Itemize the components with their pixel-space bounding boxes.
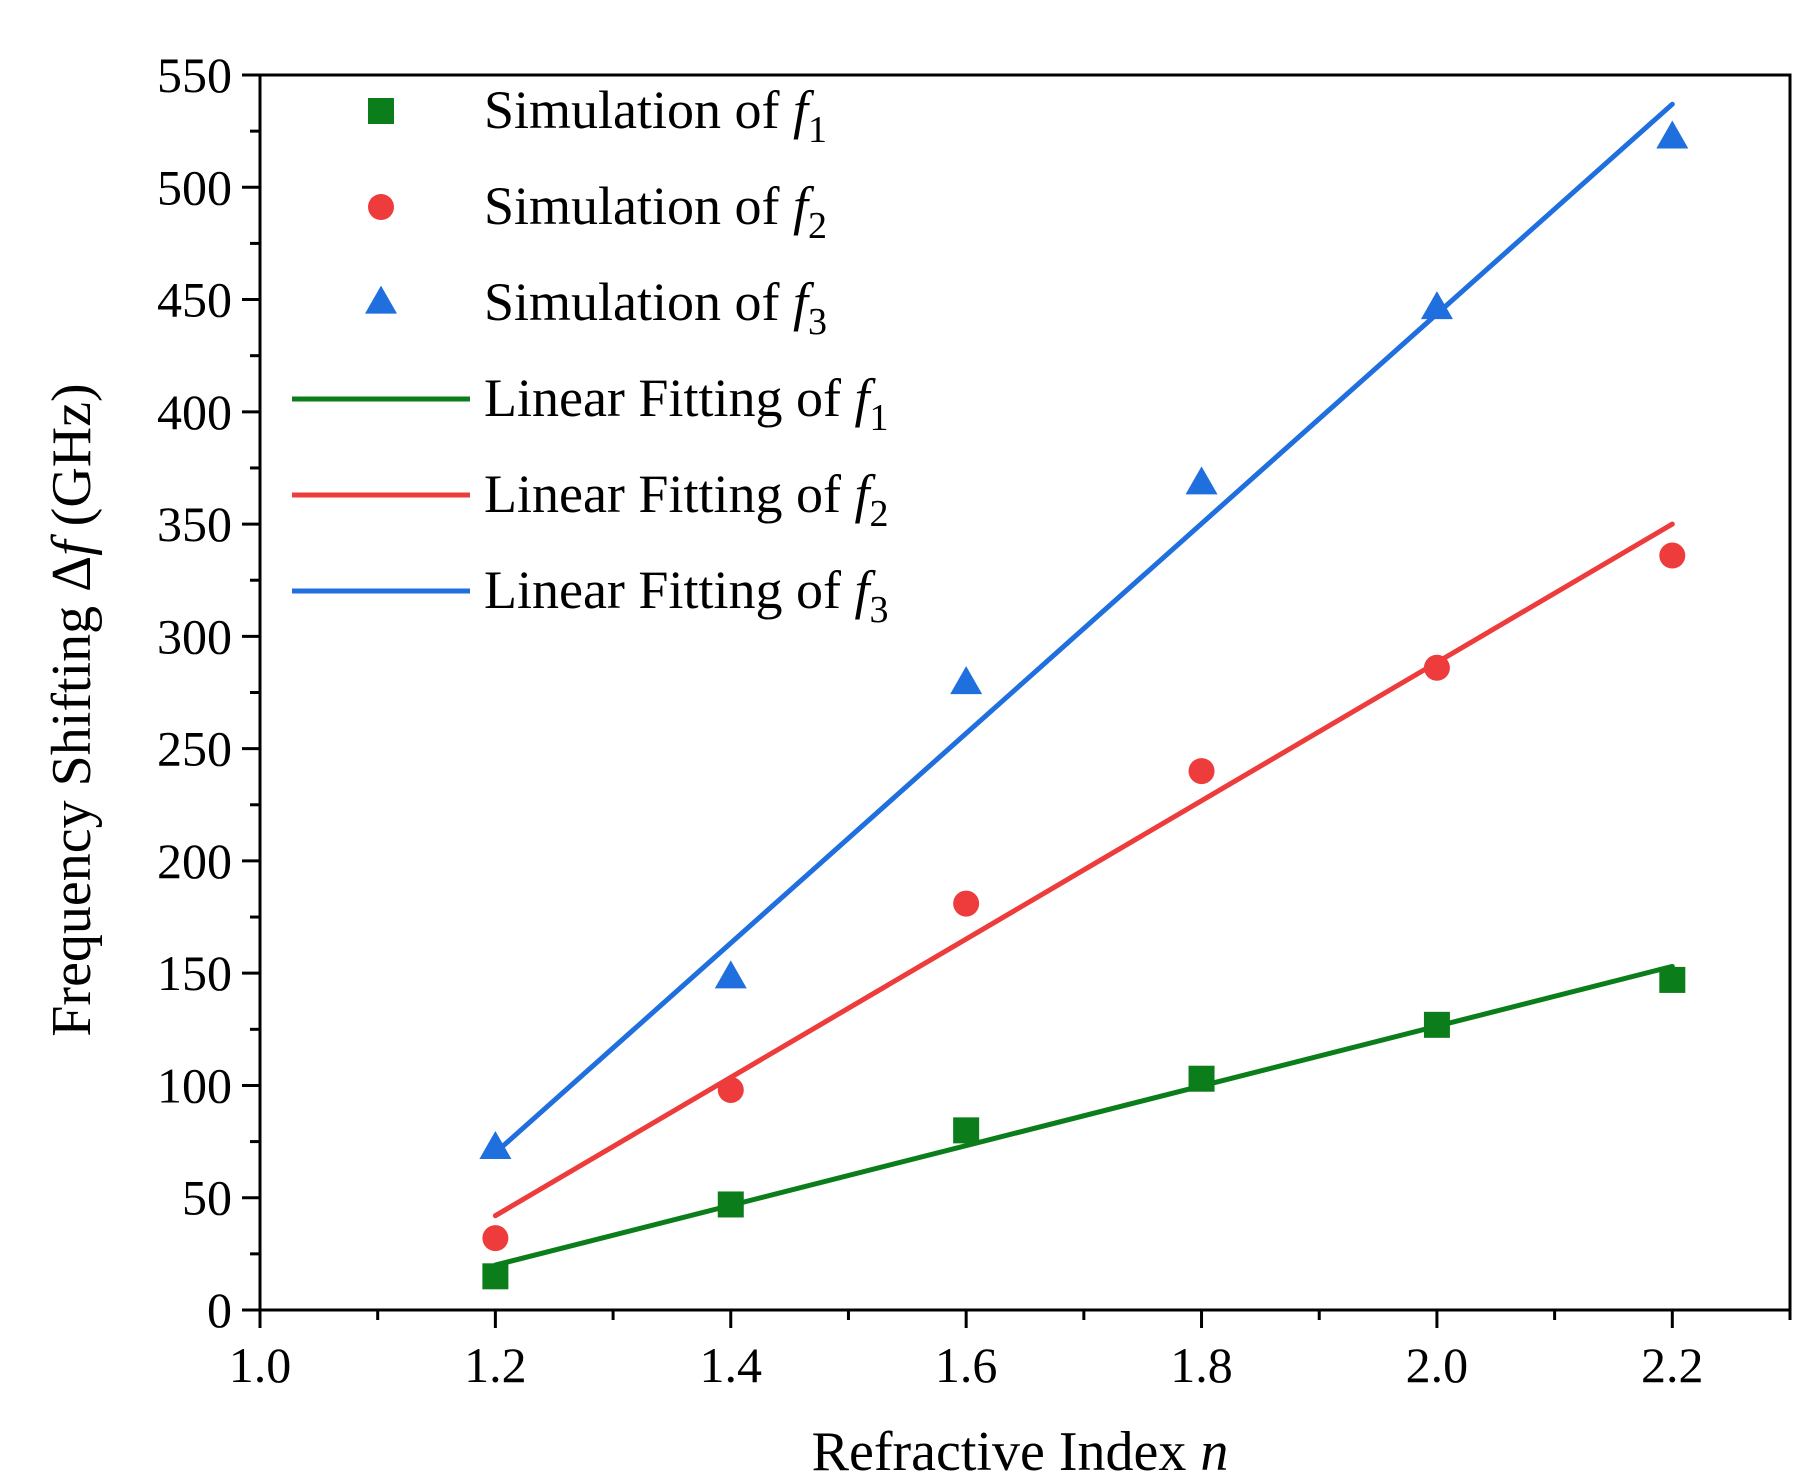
marker-f2-point-6 [1659,542,1686,569]
marker-f1-point-4 [1188,1065,1215,1092]
legend-label: Linear Fitting of f1 [484,368,888,439]
marker-f1-point-3 [953,1117,980,1144]
legend-item-4: Linear Fitting of f1 [292,368,888,439]
marker-f3-point-2 [714,960,747,989]
legend-item-1: Simulation of f1 [368,80,827,151]
x-tick-label: 2.0 [1406,1337,1469,1393]
marker-f3-point-6 [1656,120,1689,149]
marker-f1-point-2 [717,1191,744,1218]
legend-label: Simulation of f1 [484,80,827,151]
y-tick-label: 550 [157,47,232,103]
legend-swatch-marker [368,194,394,220]
fit-line-f2 [492,521,1675,1219]
legend-item-5: Linear Fitting of f2 [292,464,888,535]
y-tick-label: 400 [157,384,232,440]
y-tick-label: 200 [157,833,232,889]
x-tick-label: 1.4 [700,1337,763,1393]
marker-f1-point-5 [1423,1011,1450,1038]
y-axis-title: Frequency Shifting Δf (GHz) [41,383,103,1036]
marker-f3-point-4 [1185,466,1218,495]
y-tick-label: 450 [157,272,232,328]
marker-f2-point-5 [1423,654,1450,681]
legend-item-2: Simulation of f2 [368,176,827,247]
marker-f2-point-1 [482,1225,509,1252]
x-tick-label: 1.2 [464,1337,527,1393]
legend-item-6: Linear Fitting of f3 [292,560,888,631]
marker-f3-point-3 [950,666,983,695]
y-tick-label: 500 [157,159,232,215]
x-tick-label: 2.2 [1641,1337,1704,1393]
y-tick-label: 0 [207,1282,232,1338]
x-tick-label: 1.8 [1170,1337,1233,1393]
legend-swatch-marker [365,285,397,314]
marker-f2-point-3 [953,890,980,917]
marker-f2-point-2 [717,1076,744,1103]
x-tick-label: 1.0 [229,1337,292,1393]
legend-item-3: Simulation of f3 [365,272,827,343]
fit-line-f1 [492,963,1675,1268]
fit-line-f3 [492,101,1675,1156]
y-tick-label: 350 [157,496,232,552]
y-tick-label: 250 [157,721,232,777]
x-axis-title: Refractive Index n [812,1421,1229,1483]
marker-f3-point-1 [479,1130,512,1159]
y-tick-label: 150 [157,945,232,1001]
marker-f3-point-5 [1420,291,1453,320]
legend-label: Simulation of f3 [484,272,827,343]
x-tick-label: 1.6 [935,1337,998,1393]
legend-swatch-marker [368,98,394,124]
data-markers [479,120,1689,1290]
legend-label: Linear Fitting of f2 [484,464,888,535]
fit-lines [492,101,1675,1268]
marker-f2-point-4 [1188,758,1215,785]
legend-label: Simulation of f2 [484,176,827,247]
marker-f1-point-1 [482,1263,509,1290]
marker-f1-point-6 [1659,966,1686,993]
y-tick-label: 50 [182,1170,232,1226]
plot-frame [258,73,1792,1312]
legend: Simulation of f1 Simulation of f2 Simulati… [292,80,888,631]
axes: 1.0 1.2 1.4 1.6 1.8 2.0 2.2 0 50 100 150 200 250 300 3… [157,47,1792,1393]
y-tick-label: 100 [157,1057,232,1113]
y-tick-label: 300 [157,608,232,664]
legend-label: Linear Fitting of f3 [484,560,888,631]
